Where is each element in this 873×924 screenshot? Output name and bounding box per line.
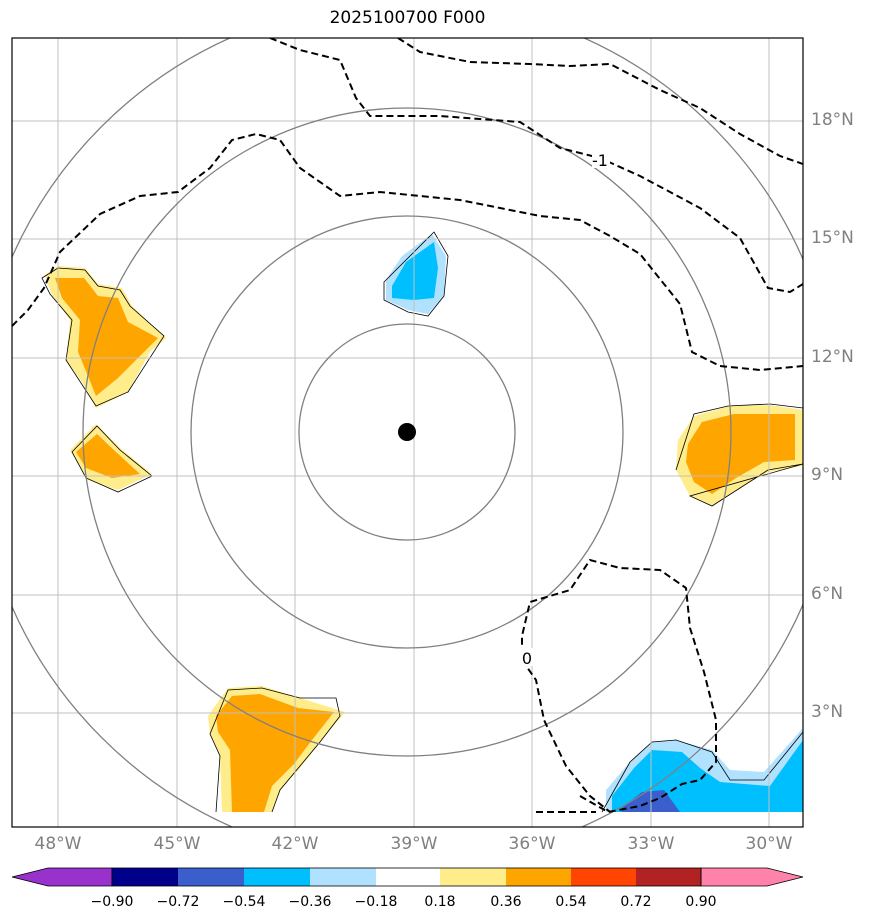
positive-anomaly-shading-east xyxy=(676,405,803,506)
colorbar-segment xyxy=(112,868,178,886)
colorbar-tick-label: 0.90 xyxy=(685,894,717,910)
longitude-label: 30°W xyxy=(745,834,793,854)
latitude-label: 9°N xyxy=(811,465,844,485)
longitude-label: 48°W xyxy=(34,834,82,854)
shading-outlines xyxy=(41,231,803,813)
colorbar-segment xyxy=(506,868,571,886)
negative-anomaly-shading-southeast xyxy=(606,728,803,812)
storm-center-marker xyxy=(398,423,416,441)
colorbar-tick-label: −0.54 xyxy=(222,894,266,910)
colorbar-tick-label: −0.90 xyxy=(90,894,134,910)
contour-zero xyxy=(521,558,717,814)
longitude-label: 45°W xyxy=(153,834,201,854)
colorbar-segment xyxy=(571,868,636,886)
colorbar-segment xyxy=(244,868,310,886)
colorbar-tick-label: −0.36 xyxy=(288,894,332,910)
colorbar-tick-label: −0.18 xyxy=(354,894,398,910)
latitude-label: 12°N xyxy=(811,347,854,367)
latitude-label: 3°N xyxy=(811,702,844,722)
map-title: 2025100700 F000 xyxy=(329,8,486,28)
colorbar-tick-label: −0.72 xyxy=(156,894,200,910)
longitude-label: 33°W xyxy=(627,834,675,854)
colorbar-extend-high xyxy=(700,867,804,887)
colorbar-segment xyxy=(178,868,244,886)
colorbar-segment xyxy=(310,868,376,886)
colorbar-segment xyxy=(376,868,440,886)
longitude-label: 36°W xyxy=(508,834,556,854)
colorbar-extend-low xyxy=(11,867,113,887)
positive-anomaly-shading-west xyxy=(45,266,166,490)
dashed-contours xyxy=(12,38,803,814)
latitude-label: 6°N xyxy=(811,584,844,604)
contour-minus-one xyxy=(12,132,803,372)
contour-label-bg xyxy=(592,150,610,168)
colorbar-tick-label: 0.36 xyxy=(490,894,522,910)
contour-label-minus-one: -1 xyxy=(592,151,608,170)
positive-anomaly-shading-south xyxy=(208,686,345,812)
colorbar-tick-label: 0.72 xyxy=(620,894,652,910)
colorbar-tick-label: 0.18 xyxy=(424,894,456,910)
contour-minus-two xyxy=(269,38,803,294)
map-frame xyxy=(11,37,804,828)
contour-minus-three xyxy=(397,38,803,165)
colorbar-segment xyxy=(636,868,701,886)
latitude-label: 15°N xyxy=(811,228,854,248)
negative-anomaly-shading-center xyxy=(386,234,446,314)
colorbar-tick-label: 0.54 xyxy=(555,894,587,910)
longitude-label: 39°W xyxy=(390,834,438,854)
colorbar xyxy=(11,867,804,887)
range-rings xyxy=(12,38,803,827)
contour-label-bg xyxy=(518,648,534,666)
colorbar-segment xyxy=(440,868,506,886)
longitude-label: 42°W xyxy=(271,834,319,854)
contour-label-zero: 0 xyxy=(522,649,532,668)
latitude-label: 18°N xyxy=(811,110,854,130)
